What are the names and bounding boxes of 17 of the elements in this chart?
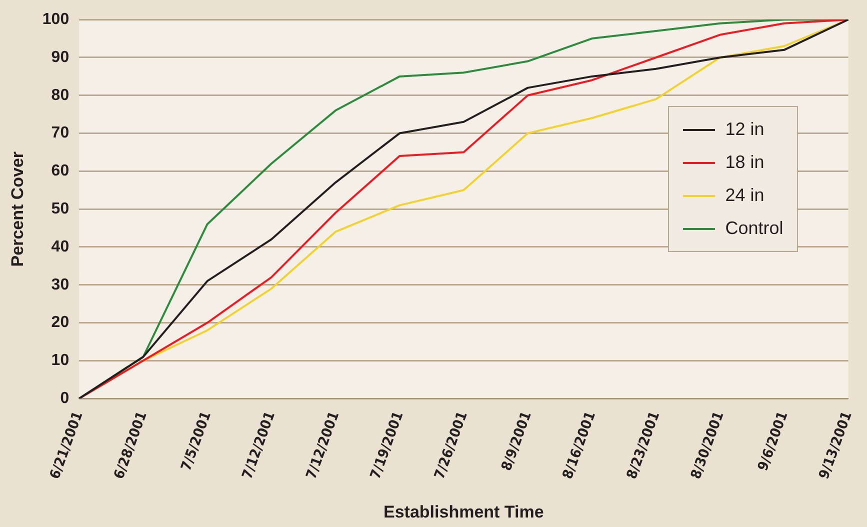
y-tick-label: 80	[51, 86, 70, 104]
y-tick-label: 40	[51, 238, 70, 256]
y-tick-label: 100	[42, 11, 70, 28]
y-tick-label: 70	[51, 124, 70, 142]
legend-label: Control	[725, 218, 784, 240]
y-axis-title: Percent Cover	[8, 151, 27, 267]
y-tick-label: 20	[51, 314, 70, 332]
legend-label: 18 in	[725, 152, 764, 174]
x-axis-title: Establishment Time	[384, 502, 544, 522]
y-tick-label: 50	[51, 200, 70, 218]
y-tick-label: 0	[60, 390, 70, 407]
y-tick-label: 90	[51, 48, 70, 66]
y-tick-label: 10	[51, 352, 70, 370]
legend-label: 12 in	[725, 119, 764, 140]
legend-label: 24 in	[725, 185, 764, 206]
y-tick-label: 60	[51, 162, 70, 180]
y-tick-label: 30	[51, 276, 70, 294]
